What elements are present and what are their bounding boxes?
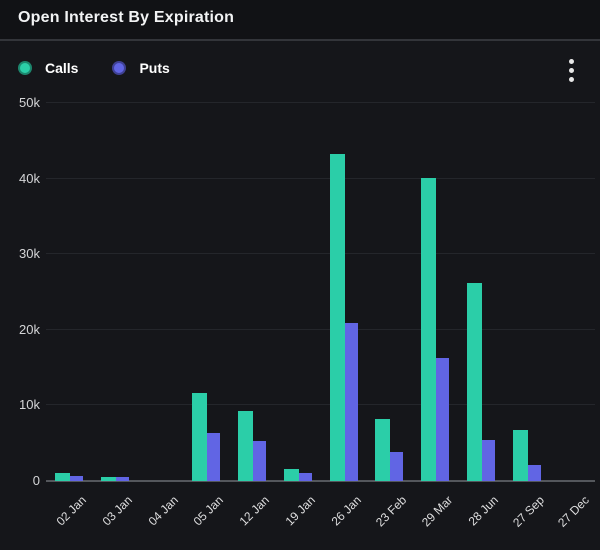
y-axis-tick-label: 10k (19, 397, 40, 413)
x-axis-tick-label: 28 Jun (465, 493, 501, 529)
y-axis-tick-label: 30k (19, 246, 40, 262)
bar-puts-28-jun[interactable] (481, 440, 495, 481)
x-axis-tick-label: 05 Jan (191, 493, 227, 529)
x-axis-tick-label: 27 Sep (509, 493, 547, 530)
bar-calls-27-sep[interactable] (512, 429, 528, 481)
bar-calls-26-jan[interactable] (329, 153, 345, 481)
grid-line (46, 102, 595, 103)
kebab-dot-icon (569, 59, 574, 64)
bar-puts-26-jan[interactable] (344, 322, 358, 481)
bar-puts-12-jan[interactable] (253, 440, 267, 481)
bar-puts-05-jan[interactable] (207, 432, 221, 481)
x-axis-tick-label: 04 Jan (145, 493, 181, 529)
x-axis-tick-label: 02 Jan (53, 493, 90, 529)
more-options-button[interactable] (567, 57, 576, 84)
legend-item-calls[interactable]: Calls (18, 60, 78, 76)
widget-header: Open Interest By Expiration (0, 0, 600, 41)
legend-label-calls: Calls (45, 60, 79, 76)
bar-calls-28-jun[interactable] (466, 282, 482, 481)
x-axis-tick-label: 27 Dec (555, 493, 593, 530)
grid-line (46, 328, 595, 330)
x-axis-line (46, 480, 595, 482)
bar-calls-23-feb[interactable] (375, 419, 391, 481)
bar-calls-03-jan[interactable] (100, 477, 116, 481)
bar-calls-12-jan[interactable] (238, 410, 254, 481)
bar-calls-29-mar[interactable] (421, 177, 437, 481)
bar-calls-19-jan[interactable] (283, 468, 299, 481)
page-title: Open Interest By Expiration (18, 9, 235, 26)
x-axis-tick-label: 12 Jan (236, 493, 273, 529)
legend-label-puts: Puts (139, 60, 170, 76)
bar-puts-23-feb[interactable] (390, 452, 404, 481)
y-axis-tick-label: 0 (32, 473, 40, 488)
bar-puts-27-sep[interactable] (527, 465, 541, 481)
y-axis-tick-label: 50k (19, 95, 40, 110)
bar-puts-03-jan[interactable] (115, 477, 129, 481)
x-axis-tick-label: 23 Feb (373, 493, 410, 530)
calls-swatch-icon (18, 61, 32, 75)
kebab-dot-icon (569, 68, 574, 73)
bar-puts-29-mar[interactable] (436, 357, 450, 481)
x-axis-tick-label: 26 Jan (328, 493, 364, 529)
bar-calls-05-jan[interactable] (192, 393, 208, 481)
puts-swatch-icon (112, 61, 127, 75)
kebab-dot-icon (569, 77, 574, 82)
grid-line (46, 253, 595, 255)
bar-calls-02-jan[interactable] (55, 473, 71, 481)
y-axis-tick-label: 40k (19, 170, 40, 186)
bar-puts-19-jan[interactable] (298, 472, 312, 481)
bar-puts-02-jan[interactable] (70, 475, 84, 481)
x-axis-tick-label: 19 Jan (282, 493, 318, 529)
x-axis-tick-label: 29 Mar (418, 493, 456, 530)
y-axis-tick-label: 20k (19, 321, 40, 337)
x-axis-tick-label: 03 Jan (99, 493, 135, 529)
legend-item-puts[interactable]: Puts (112, 60, 170, 76)
chart-legend: Calls Puts (18, 60, 170, 76)
grid-line (46, 404, 595, 406)
grid-line (46, 177, 595, 179)
